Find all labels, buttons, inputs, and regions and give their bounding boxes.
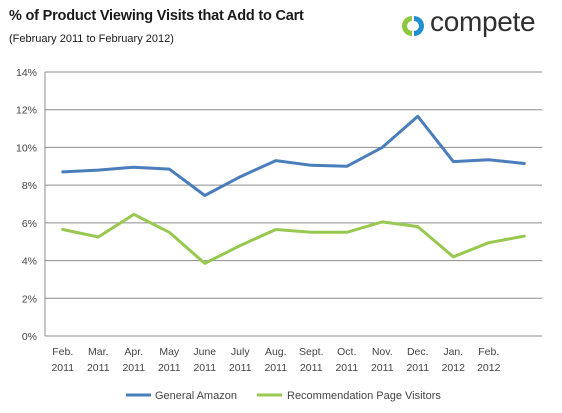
- x-tick-label-month: Feb.: [478, 346, 499, 358]
- y-axis-ticks: 0% 2% 4% 6% 8% 10% 12% 14%: [16, 67, 37, 343]
- legend-label: Recommendation Page Visitors: [287, 390, 441, 402]
- y-tick-label: 4%: [22, 256, 37, 268]
- series-line-recommendation-page-visitors: [61, 212, 526, 265]
- legend-label: General Amazon: [155, 390, 237, 402]
- chart-title: % of Product Viewing Visits that Add to …: [9, 8, 304, 24]
- x-tick-label-month: Oct.: [337, 346, 356, 358]
- x-tick-label-month: Dec.: [407, 346, 429, 358]
- y-tick-label: 12%: [16, 105, 37, 117]
- x-tick-label-year: 2011: [229, 362, 252, 374]
- x-tick-label-year: 2011: [87, 362, 110, 374]
- x-tick-label-month: Mar.: [88, 346, 108, 358]
- legend: General Amazon Recommendation Page Visito…: [126, 390, 441, 402]
- y-tick-label: 2%: [22, 293, 37, 305]
- x-tick-label-month: May: [159, 346, 180, 358]
- x-tick-label-month: June: [193, 346, 216, 358]
- x-tick-label-month: Jan.: [443, 346, 463, 358]
- x-tick-label-year: 2011: [406, 362, 429, 374]
- compete-logo-icon: [402, 16, 424, 36]
- x-tick-label-year: 2011: [300, 362, 323, 374]
- x-tick-label-year: 2011: [122, 362, 145, 374]
- y-tick-label: 0%: [22, 331, 37, 343]
- x-tick-label-month: Nov.: [372, 346, 393, 358]
- x-tick-label-month: Sept.: [299, 346, 324, 358]
- x-tick-label-year: 2011: [371, 362, 394, 374]
- x-tick-label-month: July: [231, 346, 250, 358]
- series-lines: [61, 114, 526, 265]
- x-tick-label-month: Feb.: [52, 346, 73, 358]
- grid: [44, 71, 542, 337]
- brand-name: compete: [430, 6, 536, 37]
- x-tick-label-year: 2011: [51, 362, 74, 374]
- x-tick-label-month: Apr.: [124, 346, 143, 358]
- x-tick-label-year: 2011: [158, 362, 181, 374]
- x-tick-label-year: 2011: [193, 362, 216, 374]
- x-tick-label-month: Aug.: [265, 346, 287, 358]
- chart-subtitle: (February 2011 to February 2012): [9, 33, 174, 45]
- y-tick-label: 8%: [22, 180, 37, 192]
- y-tick-label: 10%: [16, 142, 37, 154]
- x-tick-label-year: 2012: [442, 362, 466, 374]
- x-tick-label-year: 2012: [477, 362, 501, 374]
- x-tick-label-year: 2011: [264, 362, 287, 374]
- x-axis-ticks: Feb. 2011 Mar. 2011 Apr. 2011 May 2011 June 2011 J…: [51, 346, 500, 374]
- x-tick-label-year: 2011: [335, 362, 358, 374]
- series-line-general-amazon: [61, 114, 526, 197]
- y-tick-label: 6%: [22, 218, 37, 230]
- compete-logo: compete: [396, 6, 556, 41]
- y-tick-label: 14%: [16, 67, 37, 79]
